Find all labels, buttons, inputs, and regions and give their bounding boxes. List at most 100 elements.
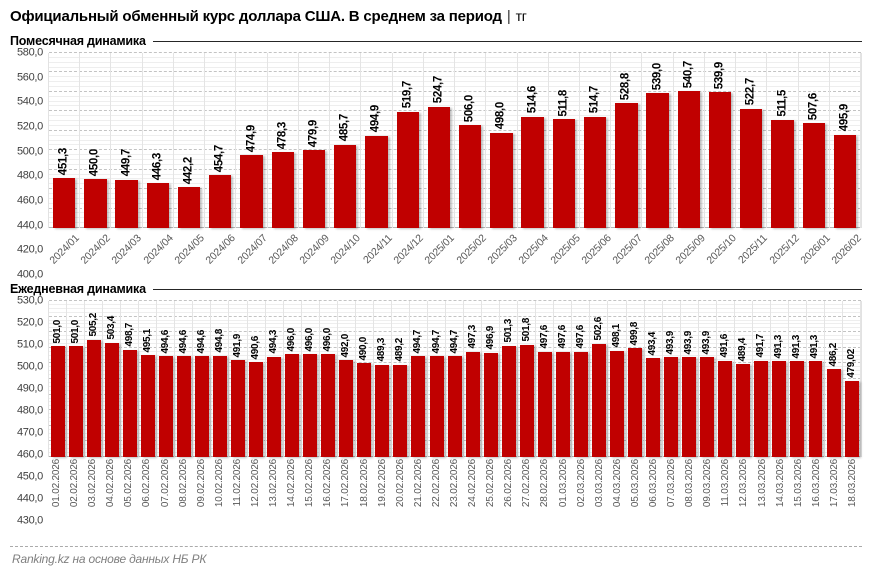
bar — [115, 179, 138, 228]
bar — [50, 346, 65, 457]
bar — [537, 351, 552, 457]
bar-value-label: 497,6 — [574, 325, 586, 349]
bar-cell: 511,5 — [767, 53, 799, 228]
bar-value-label: 502,6 — [592, 317, 604, 341]
bars-row: 501,0 501,0 505,2 503,4 498,7 495,1 494,6 494,6… — [49, 301, 862, 457]
bar-value-label: 489,4 — [737, 337, 749, 362]
x-tick-label: 2024/10 — [328, 232, 364, 267]
bar-cell: 474,9 — [236, 53, 268, 228]
bar-cell: 496,0 — [284, 301, 302, 457]
bar — [411, 356, 426, 457]
bar-value-label: 499,8 — [629, 321, 641, 346]
daily-plot-area: 501,0 501,0 505,2 503,4 498,7 495,1 494,6 494,6… — [48, 300, 862, 457]
x-tick-label: 2025/06 — [579, 232, 614, 267]
grid-line — [49, 346, 861, 348]
grid-line — [49, 331, 861, 333]
bar-value-label: 491,3 — [791, 334, 803, 359]
bar — [664, 357, 679, 457]
bar — [591, 343, 606, 457]
bar-cell: 497,6 — [572, 301, 591, 457]
bar-value-label: 485,7 — [338, 114, 351, 142]
y-tick-label: 520,0 — [16, 120, 43, 133]
footer-credit: Ranking.kz на основе данных НБ РК — [10, 546, 862, 573]
bar-cell: 514,6 — [518, 53, 549, 228]
x-tick-label: 2024/06 — [203, 232, 238, 267]
x-tick-label: 2024/09 — [297, 232, 332, 267]
bar-cell: 540,7 — [674, 53, 705, 228]
bar — [519, 345, 534, 457]
y-tick-label: 480,0 — [16, 169, 43, 182]
bar — [583, 116, 607, 228]
y-tick-label: 480,0 — [16, 404, 43, 417]
bar-cell: 511,8 — [549, 53, 580, 228]
bar — [194, 356, 209, 457]
x-tick-label: 2025/03 — [485, 232, 520, 267]
y-tick-label: 420,0 — [16, 243, 43, 256]
y-tick-label: 470,0 — [16, 426, 43, 439]
bar-cell: 501,8 — [518, 301, 537, 457]
bar-value-label: 491,9 — [231, 333, 243, 358]
bar-value-label: 449,7 — [119, 149, 132, 177]
x-tick-label: 2024/01 — [47, 232, 82, 267]
bar-cell: 494,3 — [266, 301, 284, 457]
bar — [303, 354, 318, 457]
x-tick-label: 2025/11 — [736, 232, 771, 267]
bar-cell: 496,9 — [482, 301, 501, 457]
bar — [375, 364, 390, 457]
bar — [483, 352, 498, 457]
bars-row: 451,3 450,0 449,7 446,3 442,2 454,7 474,9 478,3… — [49, 53, 862, 228]
grid-minor-line — [49, 350, 861, 352]
bar — [176, 356, 191, 457]
bar-cell: 479,02 — [843, 301, 862, 457]
x-tick-label: 25.02.2026 — [485, 459, 497, 508]
bar — [718, 360, 733, 457]
bar-value-label: 494,7 — [412, 329, 424, 354]
x-tick-label: 23.02.2026 — [449, 459, 460, 508]
bar-cell: 501,0 — [49, 301, 68, 457]
x-tick-label: 13.03.2026 — [756, 459, 768, 508]
bar-cell: 451,3 — [49, 53, 81, 228]
x-tick-label: 21.02.2026 — [412, 459, 424, 508]
bar — [677, 91, 700, 228]
bar-cell: 494,8 — [211, 301, 230, 457]
bar-cell: 493,9 — [699, 301, 717, 457]
bar — [122, 349, 137, 457]
bar-cell: 494,6 — [175, 301, 194, 457]
bar — [427, 106, 451, 228]
bar — [68, 346, 83, 457]
bar-value-label: 497,6 — [556, 325, 568, 349]
bar-cell: 491,6 — [717, 301, 735, 457]
bar — [104, 342, 119, 457]
section-gap — [10, 275, 862, 282]
section-rule — [152, 41, 862, 42]
bar-cell: 507,6 — [799, 53, 830, 228]
bar-cell: 450,0 — [80, 53, 112, 228]
bar — [321, 354, 336, 457]
bar-value-label: 514,6 — [525, 86, 538, 114]
bar — [708, 92, 732, 228]
bar-value-label: 494,7 — [448, 329, 460, 354]
x-tick-label: 11.03.2026 — [720, 459, 732, 507]
bar — [615, 102, 638, 228]
x-tick-label: 05.02.2026 — [123, 459, 135, 508]
grid-line — [49, 300, 861, 301]
bar-value-label: 494,7 — [430, 329, 442, 354]
bar-cell: 491,9 — [229, 301, 248, 457]
bar-cell: 494,6 — [157, 301, 176, 457]
y-tick-label: 460,0 — [16, 194, 43, 207]
bar-value-label: 479,9 — [307, 120, 320, 148]
x-tick-label: 2024/05 — [172, 232, 207, 267]
bar-value-label: 493,9 — [665, 330, 677, 355]
bar-value-label: 539,9 — [713, 61, 726, 89]
title-unit: тг — [515, 8, 527, 24]
bar-value-label: 514,7 — [588, 86, 601, 114]
bar-value-label: 496,0 — [322, 327, 334, 352]
y-tick-label: 460,0 — [16, 448, 43, 461]
bar-cell: 490,6 — [248, 301, 266, 457]
bar — [844, 380, 859, 457]
bar-value-label: 493,9 — [683, 330, 695, 355]
bar-value-label: 493,4 — [647, 331, 659, 356]
bar-value-label: 506,0 — [463, 94, 476, 122]
bar-cell: 528,8 — [611, 53, 643, 228]
bar-value-label: 539,0 — [650, 62, 663, 90]
